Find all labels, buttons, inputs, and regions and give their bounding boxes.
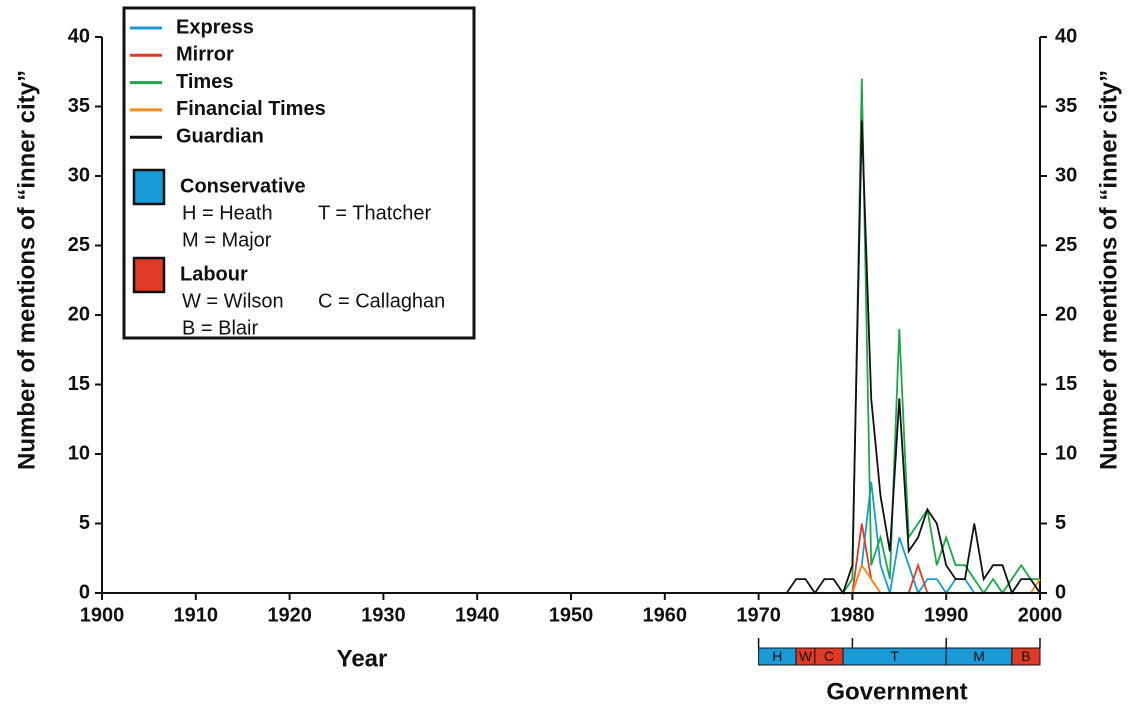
x-tick-label: 1940 [455,604,500,626]
party-note: W = Wilson [182,290,284,312]
government-segment [1011,647,1041,666]
y2-tick-label: 25 [1055,234,1077,256]
y2-tick-label: 35 [1055,95,1077,117]
series-line [758,481,1040,596]
y-tick-label: 20 [68,303,90,325]
party-swatch [132,168,166,206]
y2-tick-label: 30 [1055,164,1077,186]
legend-label: Guardian [176,125,264,147]
legend-box [122,6,476,340]
series-line [758,78,1040,595]
x-tick-label: 1970 [736,604,781,626]
party-swatch [132,256,166,294]
y-tick-label: 30 [68,164,90,186]
x-tick-label: 1980 [830,604,875,626]
government-label: Government [826,678,967,705]
y2-tick-label: 10 [1055,442,1077,464]
party-name: Conservative [180,175,306,197]
y-tick-label: 40 [68,25,90,47]
y2-tick-label: 15 [1055,373,1077,395]
government-segment-label: W [799,648,813,664]
y2-tick-label: 20 [1055,303,1077,325]
party-note: H = Heath [182,202,273,224]
y2-tick-label: 5 [1055,512,1066,534]
x-tick-label: 1920 [267,604,312,626]
y-tick-label: 15 [68,373,90,395]
series-line [758,523,1040,594]
x-axis-label: Year [337,645,388,672]
x-tick-label: 1990 [924,604,969,626]
y-tick-label: 10 [68,442,90,464]
y-axis-label: Number of mentions of “inner city” [13,70,40,470]
x-tick-label: 1900 [80,604,125,626]
x-tick-label: 2000 [1018,604,1063,626]
x-tick-label: 1910 [174,604,219,626]
government-segment-label: T [890,648,899,664]
party-name: Labour [180,263,248,285]
x-tick-label: 1930 [361,604,406,626]
series-line [758,120,1041,596]
y-tick-label: 35 [68,95,90,117]
y-tick-label: 25 [68,234,90,256]
legend-label: Times [176,71,233,93]
legend-label: Financial Times [176,98,326,120]
x-tick-label: 1960 [643,604,688,626]
party-note: M = Major [182,229,272,251]
legend-label: Mirror [176,44,234,66]
y2-tick-label: 40 [1055,25,1077,47]
y-tick-label: 5 [79,512,90,534]
legend-label: Express [176,16,254,38]
y-tick-label: 0 [79,581,90,603]
y2-axis-label: Number of mentions of “inner city” [1095,70,1122,470]
party-note: T = Thatcher [318,202,432,224]
party-note: B = Blair [182,317,258,339]
government-segment-label: H [772,648,782,664]
x-tick-label: 1950 [549,604,594,626]
government-segment-label: M [973,648,985,664]
y2-tick-label: 0 [1055,581,1066,603]
government-segment-label: B [1021,648,1030,664]
party-note: C = Callaghan [318,290,445,312]
government-segment-label: C [824,648,834,664]
